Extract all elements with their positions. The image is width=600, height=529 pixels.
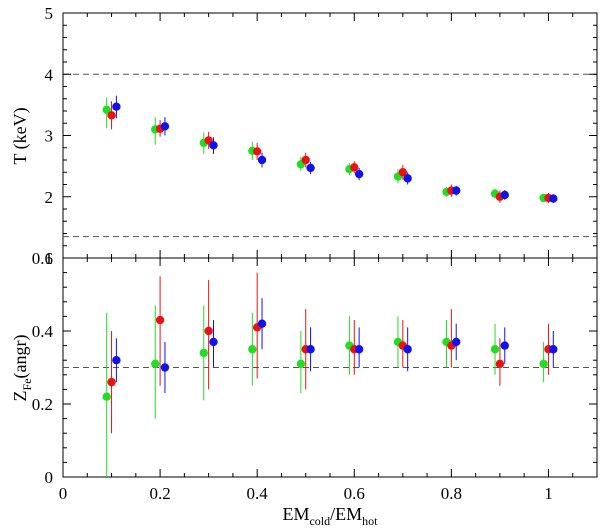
x-tick-label: 0.2 <box>149 484 170 503</box>
abundance-data-point <box>495 359 505 369</box>
abundance-y-tick-label: 0.4 <box>32 322 54 341</box>
abundance-y-label-sub: Fe <box>20 378 34 390</box>
temperature-panel: 1 2 3 4 5 T (keV) <box>10 4 598 268</box>
temperature-data-point <box>452 186 461 195</box>
x-tick-label: 0.8 <box>441 484 462 503</box>
temperature-data-point <box>252 147 262 156</box>
temperature-data-point <box>160 122 170 131</box>
temperature-y-tick-label: 2 <box>45 188 54 207</box>
abundance-data-point <box>155 315 165 325</box>
temperature-y-axis-label: T (keV) <box>10 107 31 164</box>
abundance-data-point <box>490 345 500 354</box>
abundance-y-tick-label: 0.6 <box>32 249 53 268</box>
temperature-data-point <box>500 190 509 200</box>
abundance-y-tick-label: 0.2 <box>32 395 53 414</box>
abundance-data-point <box>112 356 121 365</box>
temperature-data-point <box>306 163 315 173</box>
abundance-y-tick-label: 0 <box>45 468 54 487</box>
x-tick-label: 0 <box>59 484 68 503</box>
temperature-reference-lines <box>63 73 597 238</box>
x-tick-label: 0.4 <box>247 484 269 503</box>
abundance-data-point <box>102 392 111 401</box>
abundance-data-point <box>452 337 461 347</box>
temperature-data-point <box>257 155 267 165</box>
temperature-data-points <box>102 95 558 203</box>
abundance-data-point <box>296 359 306 369</box>
x-axis-tick-labels: 0 0.2 0.4 0.6 0.8 1 <box>59 484 553 503</box>
abundance-y-label-main: Z <box>10 390 30 401</box>
abundance-y-axis-label: ZFe(angr) <box>10 335 34 402</box>
abundance-data-point <box>306 345 315 354</box>
abundance-data-point <box>199 348 208 358</box>
temperature-data-point <box>403 174 412 183</box>
abundance-data-point <box>257 319 267 328</box>
abundance-data-point <box>204 326 213 336</box>
abundance-panel: 0 0.2 0.4 0.6 ZFe(angr) <box>10 249 598 487</box>
temperature-data-point <box>102 105 111 114</box>
temperature-plot-frame <box>62 12 598 259</box>
temperature-y-ticks: 1 2 3 4 5 <box>45 4 597 268</box>
abundance-data-point <box>403 345 412 354</box>
abundance-data-point <box>248 345 257 354</box>
x-label-sep: /EM <box>330 504 362 524</box>
abundance-data-points <box>102 272 558 477</box>
temperature-data-point <box>112 102 121 111</box>
temperature-y-tick-label: 1 <box>45 249 54 268</box>
temperature-data-point <box>107 111 116 120</box>
abundance-data-point <box>500 341 509 350</box>
x-label-sub-cold: cold <box>309 514 330 528</box>
temperature-data-point <box>549 194 558 203</box>
temperature-y-tick-label: 5 <box>45 4 54 23</box>
abundance-x-ticks <box>62 258 574 477</box>
x-label-sub-hot: hot <box>362 514 378 528</box>
temperature-data-point <box>354 169 364 179</box>
abundance-data-point <box>107 377 116 387</box>
temperature-data-point <box>301 155 310 165</box>
temperature-y-tick-label: 4 <box>45 65 54 84</box>
x-tick-label: 0.6 <box>344 484 365 503</box>
abundance-data-point <box>209 337 218 347</box>
temperature-data-point <box>350 163 359 172</box>
abundance-data-point <box>151 359 160 369</box>
temperature-data-point <box>209 141 218 150</box>
abundance-data-point <box>549 345 558 354</box>
abundance-data-point <box>160 363 170 372</box>
abundance-y-label-rest: (angr) <box>10 335 31 379</box>
abundance-y-ticks: 0 0.2 0.4 0.6 <box>32 249 597 487</box>
abundance-data-point <box>539 359 548 369</box>
x-label-em-1: EM <box>282 504 309 524</box>
x-axis-label: EMcold/EMhot <box>282 504 378 528</box>
x-tick-label: 1 <box>544 484 553 503</box>
temperature-x-ticks <box>62 13 574 258</box>
temperature-data-point <box>398 168 408 177</box>
abundance-data-point <box>354 345 364 354</box>
temperature-y-tick-label: 3 <box>45 127 54 146</box>
